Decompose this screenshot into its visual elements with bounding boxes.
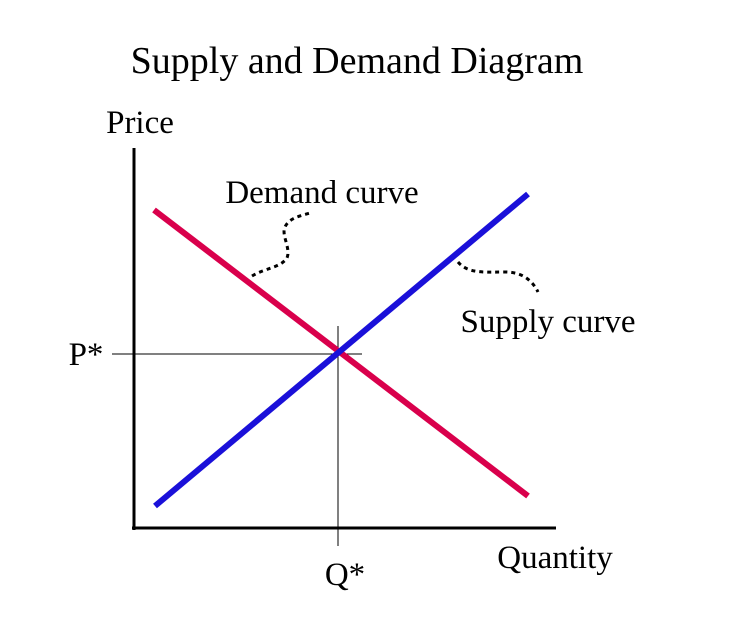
x-axis-label: Quantity: [497, 540, 613, 576]
supply-curve-label: Supply curve: [460, 304, 635, 340]
supply-curve: [153, 191, 530, 509]
supply-label-leader: [456, 260, 540, 293]
equilibrium-quantity-label: Q*: [325, 557, 365, 593]
demand-label-leader: [251, 211, 311, 278]
demand-curve-label: Demand curve: [225, 175, 418, 211]
y-axis-label: Price: [106, 105, 174, 141]
equilibrium-price-label: P*: [69, 337, 104, 373]
diagram-title: Supply and Demand Diagram: [131, 40, 584, 82]
